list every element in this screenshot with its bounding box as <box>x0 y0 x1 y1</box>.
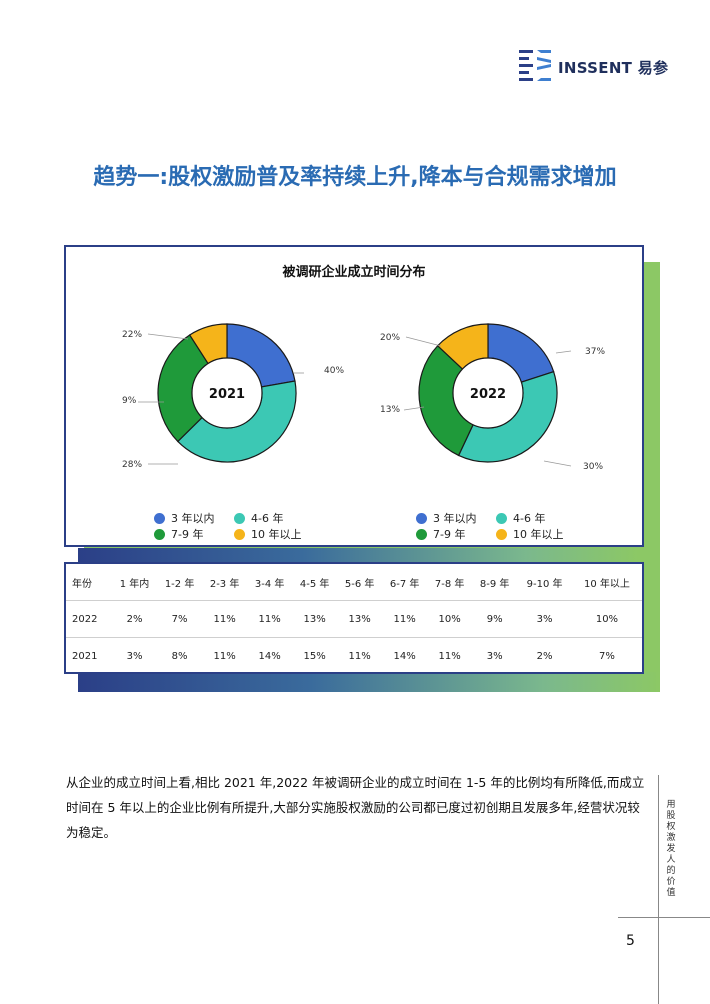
donut-center-label: 2022 <box>470 387 506 402</box>
legend-item: 7-9 年 <box>154 526 203 542</box>
table-header-cell: 年份 <box>72 578 92 590</box>
table-cell: 14% <box>247 637 293 674</box>
page-headline: 趋势一:股权激励普及率持续上升,降本与合规需求增加 <box>93 165 617 190</box>
table-cell: 11% <box>382 600 428 638</box>
leader-line <box>555 350 572 354</box>
table-header-cell: 1-2 年 <box>164 578 195 590</box>
table-header-cell: 3-4 年 <box>254 578 285 590</box>
table-header-cell: 5-6 年 <box>344 578 375 590</box>
data-table: 年份 1 年内 1-2 年 2-3 年 3-4 年 4-5 年 5-6 年 6-7 年 7-8 … <box>66 564 642 674</box>
decorative-gradient-bar <box>78 672 660 692</box>
table-cell: 10% <box>571 600 642 638</box>
data-table-panel: 年份 1 年内 1-2 年 2-3 年 3-4 年 4-5 年 5-6 年 6-7 年 7-8 … <box>64 562 644 674</box>
side-slogan: 用股权激发人的价值 <box>666 800 676 898</box>
legend-item: 10 年以上 <box>496 526 564 542</box>
data-label: 37% <box>585 347 605 357</box>
page-number: 5 <box>626 933 635 949</box>
chart-title: 被调研企业成立时间分布 <box>282 265 426 280</box>
table-header-cell: 6-7 年 <box>389 578 420 590</box>
legend-swatch <box>496 529 507 540</box>
legend-item: 3 年以内 <box>416 510 477 526</box>
legend-label: 3 年以内 <box>171 512 215 525</box>
leader-line <box>403 406 425 411</box>
legend-label: 4-6 年 <box>513 512 546 525</box>
brand-name: INSSENT 易参 <box>558 59 669 77</box>
legend-item: 7-9 年 <box>416 526 465 542</box>
table-header-cell: 4-5 年 <box>299 578 330 590</box>
legend-item: 4-6 年 <box>234 510 283 526</box>
legend-item: 10 年以上 <box>234 526 302 542</box>
table-header-cell: 2-3 年 <box>209 578 240 590</box>
table-header-row: 年份 1 年内 1-2 年 2-3 年 3-4 年 4-5 年 5-6 年 6-7 年 7-8 … <box>66 564 642 601</box>
table-header-cell: 9-10 年 <box>526 578 563 590</box>
table-cell: 15% <box>292 637 338 674</box>
table-cell: 2022 <box>66 600 112 638</box>
legend-label: 10 年以上 <box>513 528 564 541</box>
legend-label: 10 年以上 <box>251 528 302 541</box>
decorative-gradient-bar <box>78 548 638 562</box>
table-cell: 10% <box>427 600 473 638</box>
insSENT-logo-icon <box>519 50 551 81</box>
table-cell: 7% <box>157 600 203 638</box>
table-header-cell: 8-9 年 <box>479 578 510 590</box>
table-row: 2022 2% 7% 11% 11% 13% 13% 11% 10% 9% 3% 10% <box>66 600 642 638</box>
data-label: 13% <box>380 405 400 415</box>
legend-swatch <box>496 513 507 524</box>
table-cell: 11% <box>337 637 383 674</box>
leader-line <box>147 333 189 340</box>
table-cell: 14% <box>382 637 428 674</box>
table-cell: 13% <box>292 600 338 638</box>
table-cell: 11% <box>202 637 248 674</box>
table-cell: 13% <box>337 600 383 638</box>
legend-swatch <box>234 529 245 540</box>
table-cell: 2% <box>112 600 158 638</box>
legend-swatch <box>234 513 245 524</box>
data-label: 28% <box>122 460 142 470</box>
divider-horizontal <box>618 917 710 918</box>
table-cell: 2021 <box>66 637 112 674</box>
data-label: 40% <box>324 366 344 376</box>
legend-label: 4-6 年 <box>251 512 284 525</box>
table-header-cell: 7-8 年 <box>434 578 465 590</box>
legend-item: 3 年以内 <box>154 510 215 526</box>
leader-line <box>405 336 442 347</box>
legend-swatch <box>416 529 427 540</box>
table-cell: 8% <box>157 637 203 674</box>
table-header-cell: 10 年以上 <box>584 578 630 590</box>
legend-swatch <box>154 513 165 524</box>
data-label: 22% <box>122 330 142 340</box>
table-cell: 2% <box>517 637 572 674</box>
donut-hole <box>452 357 524 429</box>
legend-swatch <box>416 513 427 524</box>
donut-center-label: 2021 <box>209 387 245 402</box>
table-cell: 3% <box>517 600 572 638</box>
leader-line <box>543 460 572 467</box>
table-cell: 9% <box>472 600 518 638</box>
data-label: 9% <box>122 396 137 406</box>
table-cell: 11% <box>202 600 248 638</box>
legend-label: 3 年以内 <box>433 512 477 525</box>
divider-vertical <box>658 775 659 1004</box>
legend-label: 7-9 年 <box>171 528 204 541</box>
legend-label: 7-9 年 <box>433 528 466 541</box>
table-cell: 11% <box>427 637 473 674</box>
donut-hole <box>191 357 263 429</box>
legend-swatch <box>154 529 165 540</box>
table-cell: 3% <box>472 637 518 674</box>
table-header-cell: 1 年内 <box>119 578 150 590</box>
table-cell: 7% <box>571 637 642 674</box>
table-row: 2021 3% 8% 11% 14% 15% 11% 14% 11% 3% 2% 7% <box>66 637 642 674</box>
chart-panel: 被调研企业成立时间分布 2021 22% 40% 28% 9% 2022 20% 37% 30%… <box>64 245 644 547</box>
legend-item: 4-6 年 <box>496 510 545 526</box>
data-label: 20% <box>380 333 400 343</box>
donut-charts: 2021 22% 40% 28% 9% 2022 20% 37% 30% 13% <box>122 323 605 472</box>
table-cell: 11% <box>247 600 293 638</box>
body-paragraph: 从企业的成立时间上看,相比 2021 年,2022 年被调研企业的成立时间在 1… <box>66 775 645 840</box>
data-label: 30% <box>583 462 603 472</box>
table-cell: 3% <box>112 637 158 674</box>
